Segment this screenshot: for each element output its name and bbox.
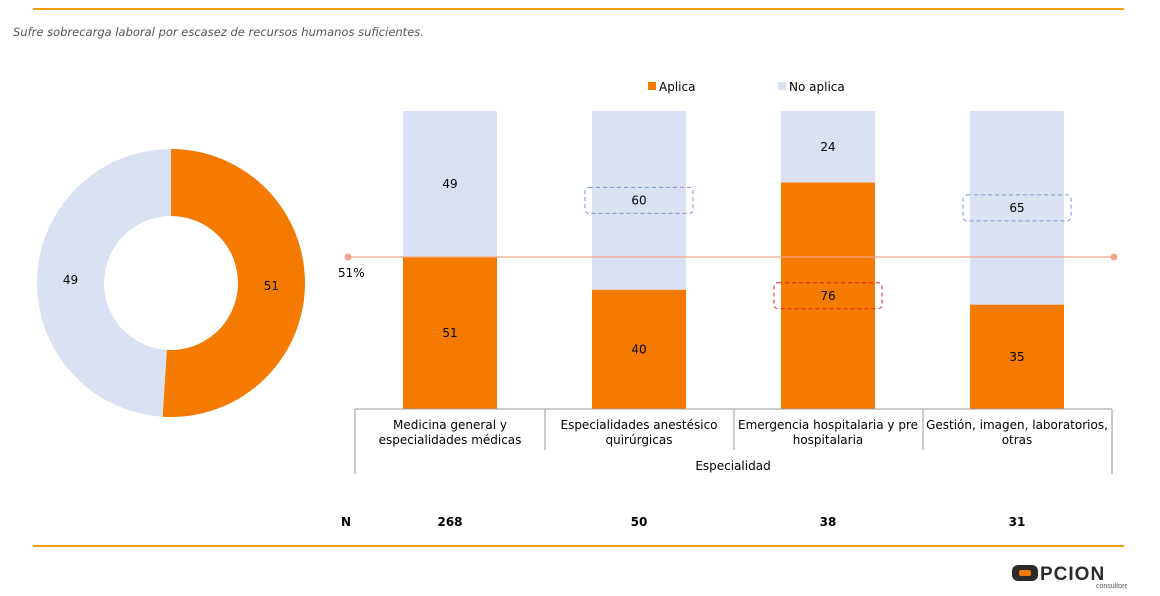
reference-line-start-dot bbox=[344, 253, 352, 261]
category-label: Gestión, imagen, laboratorios, bbox=[926, 418, 1108, 432]
legend-aplica-swatch bbox=[648, 82, 656, 90]
bar-no-aplica bbox=[970, 111, 1064, 305]
svg-text:PCION: PCION bbox=[1040, 564, 1105, 585]
n-value: 38 bbox=[820, 515, 837, 529]
bar-aplica-value: 51 bbox=[442, 326, 457, 340]
bar-aplica bbox=[781, 182, 875, 409]
chart-subtitle: Sufre sobrecarga laboral por escasez de … bbox=[13, 25, 424, 39]
legend-aplica-label: Aplica bbox=[659, 80, 695, 94]
legend-no-aplica-label: No aplica bbox=[789, 80, 845, 94]
top-rule bbox=[33, 8, 1124, 10]
n-row-label: N bbox=[341, 515, 351, 529]
n-value: 31 bbox=[1009, 515, 1026, 529]
n-value: 268 bbox=[437, 515, 462, 529]
bar-aplica-value: 40 bbox=[631, 342, 646, 356]
category-label: otras bbox=[1002, 433, 1033, 447]
bar-no-aplica bbox=[781, 111, 875, 183]
bar-no-aplica-value: 60 bbox=[631, 193, 646, 207]
category-label: especialidades médicas bbox=[379, 433, 522, 447]
bar-no-aplica-value: 49 bbox=[442, 177, 457, 191]
category-label: quirúrgicas bbox=[606, 433, 673, 447]
donut-value-label: 51 bbox=[264, 279, 279, 293]
donut-slice-no-aplica bbox=[37, 149, 171, 417]
highlight-box bbox=[584, 186, 694, 214]
bar-no-aplica bbox=[592, 111, 686, 290]
bar-no-aplica-value: 65 bbox=[1009, 201, 1024, 215]
bar-aplica bbox=[403, 257, 497, 409]
opcion-logo-mark: PCION consultores bbox=[1012, 564, 1127, 590]
legend-no-aplica-swatch bbox=[778, 82, 786, 90]
category-label: Especialidades anestésico bbox=[560, 418, 717, 432]
bottom-rule bbox=[33, 545, 1124, 547]
bar-aplica-value: 35 bbox=[1009, 350, 1024, 364]
bar-no-aplica bbox=[403, 111, 497, 258]
highlight-box bbox=[962, 194, 1072, 222]
reference-line-end-dot bbox=[1110, 253, 1118, 261]
reference-line-label: 51% bbox=[338, 266, 365, 280]
n-value: 50 bbox=[631, 515, 648, 529]
bar-aplica bbox=[592, 289, 686, 409]
category-label: hospitalaria bbox=[793, 433, 864, 447]
highlight-box bbox=[773, 282, 883, 310]
opcion-logo: PCION consultores bbox=[1011, 562, 1127, 590]
donut-value-label: 49 bbox=[63, 273, 78, 287]
category-label: Medicina general y bbox=[393, 418, 507, 432]
bar-aplica bbox=[970, 304, 1064, 409]
bar-no-aplica-value: 24 bbox=[820, 140, 835, 154]
bar-aplica-value: 76 bbox=[820, 289, 835, 303]
svg-text:consultores: consultores bbox=[1096, 583, 1127, 590]
donut-slice-aplica bbox=[162, 149, 306, 417]
category-label: Emergencia hospitalaria y pre bbox=[738, 418, 918, 432]
x-axis-title: Especialidad bbox=[695, 459, 770, 473]
